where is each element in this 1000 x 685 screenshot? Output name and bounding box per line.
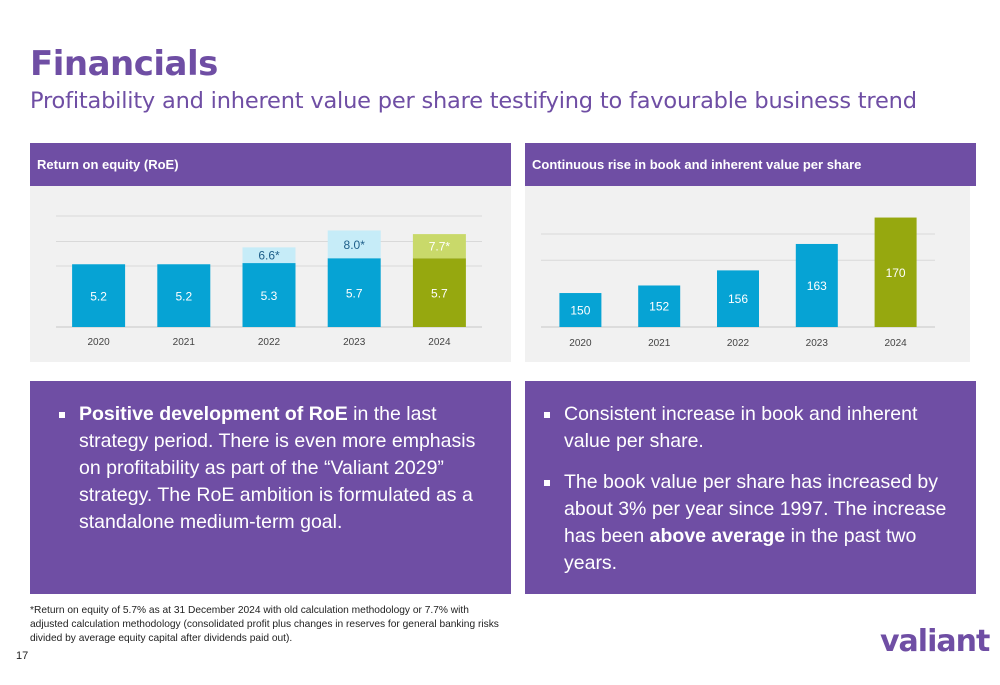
valiant-logo: valiant — [880, 624, 990, 659]
roe-data-label: 5.3 — [261, 289, 278, 303]
value-bar — [874, 217, 917, 327]
value-chart-area: 150 2020 152 2021 156 2022 163 2023 170 2024 — [525, 186, 970, 362]
value-bullet-2: The book value per share has increased b… — [538, 469, 958, 577]
roe-bar-base — [412, 258, 466, 327]
x-tick-label: 2020 — [87, 337, 110, 348]
value-text-panel: Consistent increase in book and inherent… — [525, 381, 976, 594]
value-panel-header: Continuous rise in book and inherent val… — [525, 143, 976, 186]
page-title: Financials — [30, 44, 218, 84]
roe-bar-adjusted — [327, 230, 381, 259]
value-bar — [795, 243, 838, 327]
value-data-label: 170 — [886, 266, 906, 280]
x-tick-label: 2023 — [806, 338, 829, 349]
bullet-icon — [59, 412, 65, 418]
value-bar — [717, 270, 759, 327]
x-tick-label: 2021 — [173, 337, 196, 348]
roe-bar-base — [157, 264, 211, 327]
roe-data-label: 5.7 — [346, 287, 363, 301]
roe-adjusted-label: 6.6* — [258, 249, 280, 263]
value-bar — [638, 285, 681, 327]
x-tick-label: 2022 — [258, 337, 281, 348]
value-per-share-chart: 150 2020 152 2021 156 2022 163 2023 170 2024 — [541, 217, 935, 349]
value-bullet-2-text-b: in the past two years. — [564, 525, 917, 574]
roe-bar-adjusted — [412, 234, 466, 259]
value-bar — [559, 293, 602, 327]
page-number: 17 — [16, 650, 29, 662]
x-tick-label: 2023 — [343, 337, 366, 348]
roe-text-panel: Positive development of RoE in the last … — [30, 381, 511, 594]
x-tick-label: 2024 — [884, 338, 907, 349]
roe-bullet: Positive development of RoE in the last … — [53, 401, 491, 536]
roe-bar-adjusted — [242, 247, 296, 264]
value-data-label: 150 — [570, 304, 590, 318]
roe-data-label: 5.7 — [431, 287, 448, 301]
roe-adjusted-label: 8.0* — [344, 238, 366, 252]
value-data-label: 156 — [728, 292, 748, 306]
roe-data-label: 5.2 — [175, 290, 192, 304]
x-tick-label: 2022 — [727, 338, 750, 349]
roe-bar-base — [72, 264, 126, 327]
footnote: *Return on equity of 5.7% as at 31 Decem… — [30, 605, 499, 644]
roe-data-label: 5.2 — [90, 290, 107, 304]
roe-bar-base — [327, 258, 381, 327]
roe-bullet-text: in the last strategy period. There is ev… — [79, 403, 476, 533]
value-bullet-1: Consistent increase in book and inherent… — [538, 401, 958, 455]
value-data-label: 163 — [807, 279, 827, 293]
x-tick-label: 2021 — [648, 338, 671, 349]
x-tick-label: 2024 — [428, 337, 451, 348]
x-tick-label: 2020 — [569, 338, 592, 349]
value-bullet-1-text: Consistent increase in book and inherent… — [564, 403, 918, 452]
roe-bullet-bold: Positive development of RoE — [79, 403, 348, 425]
roe-chart-area: 5.2 2020 5.2 2021 5.3 6.6* 2022 5.7 8.0* 2023 5.7 7… — [30, 186, 511, 362]
value-bullet-2-bold: above average — [649, 525, 786, 547]
page-subtitle: Profitability and inherent value per sha… — [30, 88, 917, 114]
roe-chart: 5.2 2020 5.2 2021 5.3 6.6* 2022 5.7 8.0* 2023 5.7 7… — [56, 215, 482, 348]
value-bullet-2-text-a: The book value per share has increased b… — [564, 471, 947, 547]
bullet-icon — [544, 480, 550, 486]
roe-panel-header: Return on equity (RoE) — [30, 143, 511, 186]
roe-bar-base — [242, 263, 296, 327]
bullet-icon — [544, 412, 550, 418]
value-data-label: 152 — [649, 300, 669, 314]
roe-adjusted-label: 7.7* — [429, 240, 451, 254]
